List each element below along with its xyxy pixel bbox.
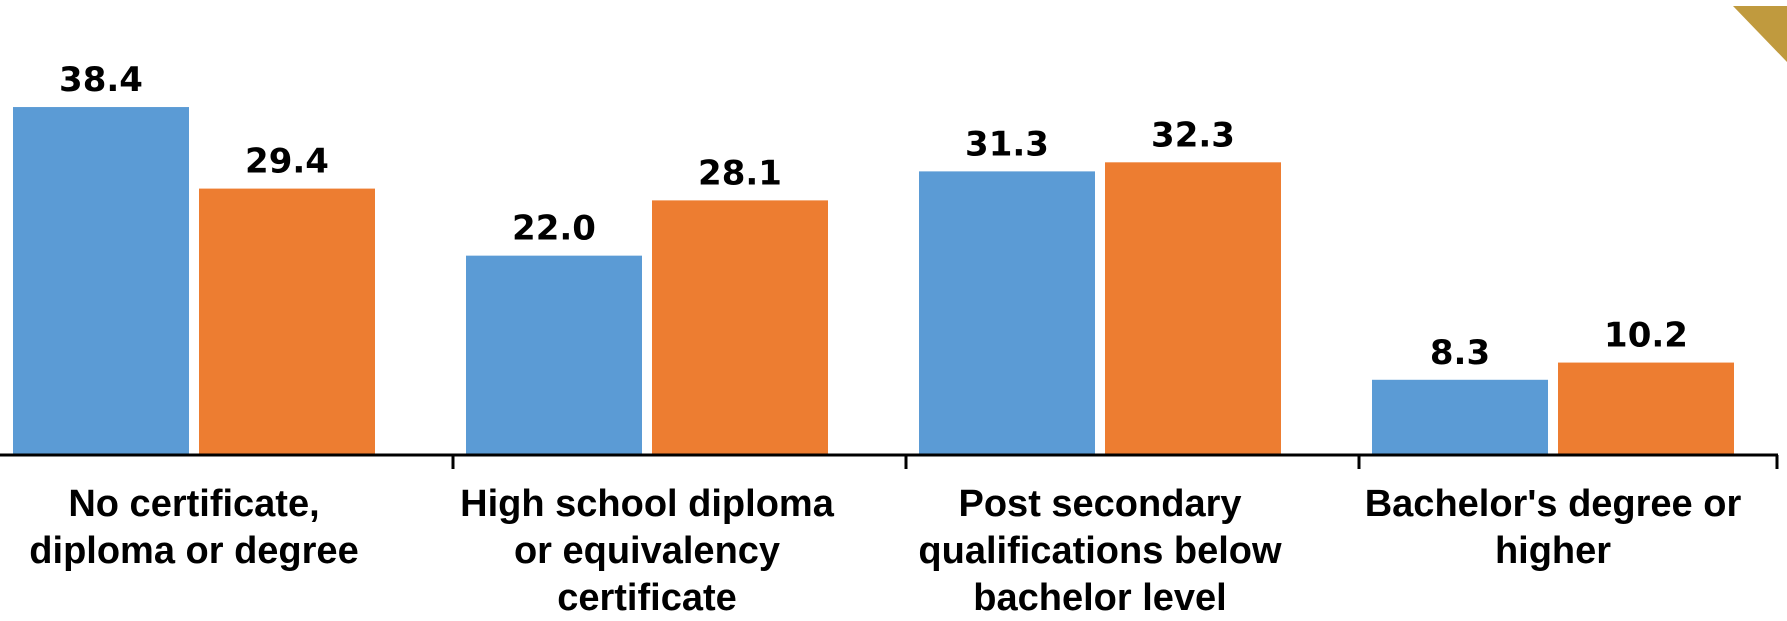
- data-label-series1-cat3: 31.3: [965, 124, 1049, 164]
- bar-series2-cat2: [652, 200, 828, 455]
- category-label-3-line-3: bachelor level: [973, 577, 1226, 619]
- data-label-series2-cat2: 28.1: [698, 153, 782, 193]
- data-label-series2-cat4: 10.2: [1604, 316, 1688, 356]
- category-label-1-line-1: No certificate,: [68, 483, 319, 525]
- category-label-3-line-1: Post secondary: [959, 483, 1242, 525]
- bar-series1-cat1: [13, 107, 189, 455]
- data-label-series1-cat4: 8.3: [1430, 333, 1490, 373]
- category-label-3-line-2: qualifications below: [918, 530, 1282, 572]
- bar-series1-cat4: [1372, 379, 1548, 455]
- bar-series1-cat3: [919, 171, 1095, 455]
- data-labels-group: 38.4 29.4 22.0 28.1 31.3 32.3 8.3 10.2: [59, 60, 1688, 373]
- bars-group: [13, 107, 1734, 456]
- category-label-1-line-2: diploma or degree: [29, 530, 358, 572]
- category-label-2-line-2: or equivalency: [514, 530, 780, 572]
- data-label-series2-cat1: 29.4: [245, 142, 329, 182]
- bar-series2-cat1: [199, 188, 375, 456]
- category-label-4-line-2: higher: [1495, 530, 1611, 572]
- bar-series2-cat4: [1558, 362, 1734, 455]
- data-label-series1-cat1: 38.4: [59, 60, 143, 100]
- category-label-2-line-1: High school diploma: [460, 483, 835, 525]
- corner-accent-decoration: [1733, 6, 1787, 62]
- bar-series2-cat3: [1105, 162, 1281, 456]
- category-labels-group: No certificate, diploma or degree High sch…: [29, 483, 1741, 619]
- data-label-series2-cat3: 32.3: [1151, 115, 1235, 155]
- category-label-2-line-3: certificate: [557, 577, 737, 619]
- x-axis: [0, 453, 1779, 469]
- data-label-series1-cat2: 22.0: [512, 209, 596, 249]
- category-label-4-line-1: Bachelor's degree or: [1365, 483, 1742, 525]
- bar-series1-cat2: [466, 255, 642, 455]
